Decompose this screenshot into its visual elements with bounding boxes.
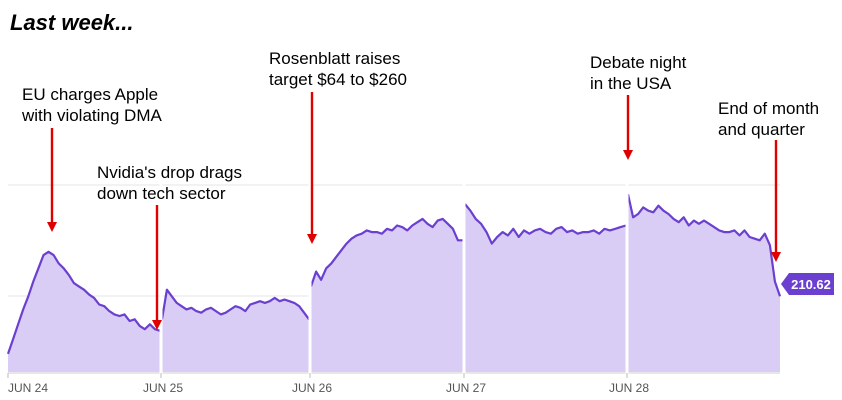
chart-heading: Last week...	[10, 10, 134, 35]
x-tick-label-4: JUN 28	[609, 381, 649, 395]
day-separator-0	[159, 158, 163, 374]
day-separator-1	[308, 158, 312, 374]
x-tick-label-1: JUN 25	[143, 381, 183, 395]
last-price-badge-shape	[781, 273, 834, 295]
area-segment-3	[465, 204, 626, 372]
line-segment-3	[464, 203, 627, 245]
last-price-badge: 210.62	[781, 273, 834, 295]
annotation-arrowhead-4	[771, 252, 781, 262]
x-axis-ticks: JUN 24 JUN 25 JUN 26 JUN 27 JUN 28	[7, 373, 649, 395]
line-segment-1	[160, 288, 310, 320]
annotation-arrowhead-2	[307, 234, 317, 244]
annotation-debate-night: Debate night in the USA	[590, 53, 687, 93]
annotation-arrowhead-1	[152, 320, 162, 330]
annotation-arrows	[47, 92, 781, 330]
area-segment-4	[628, 194, 780, 372]
price-area	[8, 194, 780, 372]
area-segment-1	[162, 289, 309, 372]
annotation-arrowhead-0	[47, 222, 57, 232]
annotation-arrowhead-3	[623, 150, 633, 160]
annotation-nvidia-drop: Nvidia's drop drags down tech sector	[97, 163, 242, 203]
annotation-rosenblatt: Rosenblatt raises target $64 to $260	[269, 49, 408, 89]
x-tick-label-2: JUN 26	[292, 381, 332, 395]
line-segment-0	[6, 250, 161, 355]
x-tick-label-0: JUN 24	[8, 381, 48, 395]
price-line	[6, 193, 782, 355]
last-price-label: 210.62	[791, 277, 831, 292]
annotation-month-end: End of month and quarter	[718, 99, 820, 139]
day-separators	[159, 158, 629, 374]
annotation-eu-dma: EU charges Apple with violating DMA	[22, 85, 162, 125]
day-separator-3	[625, 158, 629, 374]
line-segment-2	[309, 217, 463, 287]
area-segment-2	[311, 218, 463, 372]
x-tick-label-3: JUN 27	[446, 381, 486, 395]
line-segment-4	[626, 193, 782, 297]
day-separator-2	[462, 158, 466, 374]
area-segment-0	[8, 251, 160, 372]
